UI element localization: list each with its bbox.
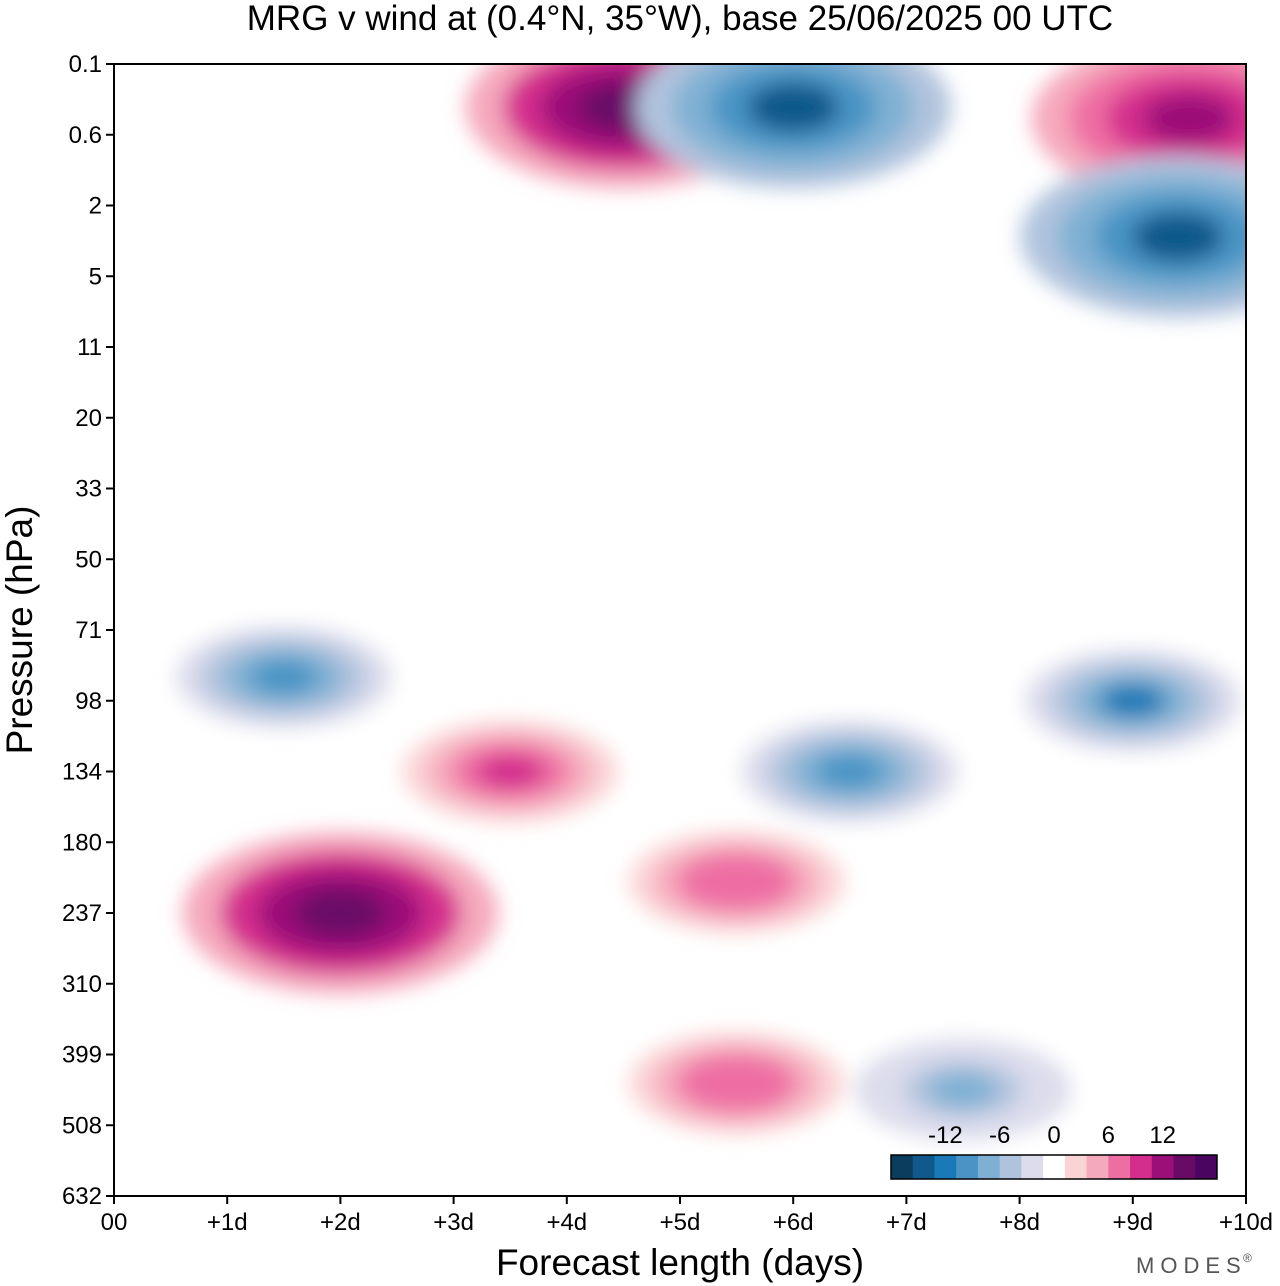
contour-negative-8-3 bbox=[1099, 683, 1166, 718]
contour-negative-11-3 bbox=[930, 1072, 996, 1107]
y-tick-label: 5 bbox=[89, 263, 102, 290]
y-axis: 0.1 0.6 2 5 11 20 33 50 71 98 134 180 237 310 399 508 63… bbox=[62, 51, 114, 1210]
contour-negative-10-3 bbox=[747, 82, 839, 133]
x-tick-label: +8d bbox=[999, 1209, 1040, 1236]
x-tick-label: +10d bbox=[1219, 1209, 1273, 1236]
plot-area bbox=[114, 64, 1246, 1196]
contour-negative-9-3 bbox=[1132, 212, 1224, 262]
colorbar-swatch bbox=[1108, 1155, 1131, 1179]
modes-logo: MODES bbox=[1136, 1253, 1247, 1278]
y-tick-label: 98 bbox=[75, 688, 102, 715]
contour-positive-5-3 bbox=[1143, 93, 1235, 144]
x-axis: 00 +1d +2d +3d +4d +5d +6d +7d +8d +9d +10d bbox=[101, 1196, 1273, 1236]
contour-negative-6-3 bbox=[250, 659, 317, 695]
colorbar-swatch bbox=[1021, 1155, 1044, 1179]
contour-positive-4-3 bbox=[703, 1065, 770, 1101]
colorbar: -12 -6 0 6 12 bbox=[890, 1122, 1218, 1180]
y-tick-label: 134 bbox=[62, 759, 102, 786]
colorbar-swatch bbox=[934, 1155, 957, 1179]
contour-positive-3-3 bbox=[703, 864, 770, 900]
y-axis-title: Pressure (hPa) bbox=[0, 506, 40, 755]
x-tick-label: +1d bbox=[207, 1209, 248, 1236]
x-tick-label: +7d bbox=[886, 1209, 927, 1236]
x-tick-label: +2d bbox=[320, 1209, 361, 1236]
chart-title: MRG v wind at (0.4°N, 35°W), base 25/06/… bbox=[247, 0, 1113, 38]
contour-positive-2-3 bbox=[477, 754, 544, 789]
colorbar-tick-label: 12 bbox=[1149, 1122, 1176, 1149]
y-tick-label: 2 bbox=[89, 193, 102, 220]
x-tick-label: +3d bbox=[433, 1209, 474, 1236]
colorbar-swatch bbox=[1130, 1155, 1153, 1179]
y-tick-label: 50 bbox=[75, 546, 102, 573]
y-tick-label: 71 bbox=[75, 617, 102, 644]
colorbar-swatch bbox=[891, 1155, 914, 1179]
y-tick-label: 632 bbox=[62, 1183, 102, 1210]
colorbar-swatch bbox=[977, 1155, 1001, 1179]
colorbar-swatch bbox=[1151, 1155, 1175, 1179]
colorbar-swatch bbox=[956, 1155, 979, 1179]
colorbar-tick-label: 6 bbox=[1102, 1122, 1115, 1149]
x-tick-label: +6d bbox=[773, 1209, 814, 1236]
colorbar-swatch bbox=[1195, 1155, 1218, 1179]
y-tick-label: 399 bbox=[62, 1042, 102, 1069]
y-tick-label: 20 bbox=[75, 405, 102, 432]
colorbar-tick-label: -12 bbox=[928, 1122, 963, 1149]
y-tick-label: 11 bbox=[77, 334, 102, 361]
contour-negative-7-3 bbox=[816, 754, 883, 789]
colorbar-swatch bbox=[1064, 1155, 1088, 1179]
x-tick-label: +4d bbox=[546, 1209, 587, 1236]
x-tick-label: +5d bbox=[660, 1209, 701, 1236]
colorbar-tick-label: -6 bbox=[989, 1122, 1010, 1149]
colorbar-swatch bbox=[1043, 1155, 1066, 1179]
colorbar-swatch bbox=[1086, 1155, 1109, 1179]
colorbar-swatch bbox=[1173, 1155, 1196, 1179]
x-tick-label: +9d bbox=[1112, 1209, 1153, 1236]
colorbar-frame bbox=[890, 1154, 1218, 1180]
y-tick-label: 33 bbox=[75, 476, 102, 503]
y-tick-label: 0.6 bbox=[69, 122, 102, 149]
x-axis-title: Forecast length (days) bbox=[496, 1242, 864, 1283]
x-tick-label: 00 bbox=[101, 1209, 128, 1236]
y-tick-label: 508 bbox=[62, 1112, 102, 1139]
contour-positive-0-3 bbox=[294, 888, 386, 938]
y-tick-label: 237 bbox=[62, 900, 102, 927]
registered-mark: ® bbox=[1243, 1251, 1252, 1265]
colorbar-swatch bbox=[912, 1155, 935, 1179]
y-tick-label: 180 bbox=[62, 829, 102, 856]
y-tick-label: 0.1 bbox=[69, 51, 102, 78]
colorbar-swatch bbox=[999, 1155, 1022, 1179]
y-tick-label: 310 bbox=[62, 971, 102, 998]
colorbar-tick-label: 0 bbox=[1047, 1122, 1060, 1149]
